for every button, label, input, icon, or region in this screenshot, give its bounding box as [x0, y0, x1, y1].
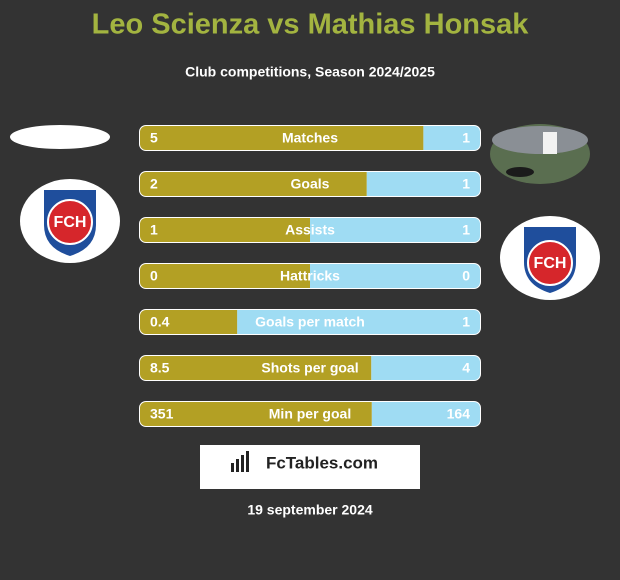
stat-label: Goals per match [255, 314, 365, 330]
badge-text: FCH [534, 255, 567, 272]
left-value: 351 [150, 406, 174, 422]
date: 19 september 2024 [247, 502, 373, 518]
stat-label: Goals [291, 176, 330, 192]
right-bar [423, 126, 480, 150]
title: Leo Scienza vs Mathias Honsak [92, 9, 530, 41]
left-bar [140, 356, 372, 380]
left-bar [140, 402, 372, 426]
right-value: 1 [462, 130, 470, 146]
left-club-badge: FCH [20, 179, 120, 263]
stat-label: Hattricks [280, 268, 340, 284]
right-value: 1 [462, 222, 470, 238]
right-value: 164 [447, 406, 471, 422]
right-bar [371, 402, 480, 426]
left-value: 5 [150, 130, 158, 146]
badge-text: FCH [54, 214, 87, 231]
left-bar [140, 310, 238, 334]
right-bar [310, 264, 480, 288]
left-value: 8.5 [150, 360, 170, 376]
left-bar [140, 218, 310, 242]
stat-rows: 5 Matches 1 2 Goals 1 1 Assists 1 0 Hattricks 0 0.4 G… [139, 125, 481, 427]
right-value: 0 [462, 268, 470, 284]
brand: FcTables.com [266, 453, 378, 472]
right-value: 1 [462, 176, 470, 192]
right-value: 1 [462, 314, 470, 330]
right-bar [237, 310, 480, 334]
left-bar [140, 172, 367, 196]
left-bar [140, 264, 310, 288]
right-bar [371, 356, 480, 380]
left-value: 0 [150, 268, 158, 284]
stat-label: Matches [282, 130, 338, 146]
right-value: 4 [462, 360, 470, 376]
brand-icon [231, 451, 249, 472]
left-player-image [10, 125, 110, 149]
left-value: 2 [150, 176, 158, 192]
left-bar [140, 126, 424, 150]
left-value: 1 [150, 222, 158, 238]
right-bar [310, 218, 480, 242]
stat-label: Min per goal [269, 406, 351, 422]
stat-label: Assists [285, 222, 335, 238]
right-club-badge: FCH [500, 216, 600, 300]
left-value: 0.4 [150, 314, 170, 330]
right-player-image [490, 124, 590, 184]
right-bar [366, 172, 480, 196]
stat-label: Shots per goal [261, 360, 358, 376]
subtitle: Club competitions, Season 2024/2025 [185, 64, 435, 80]
